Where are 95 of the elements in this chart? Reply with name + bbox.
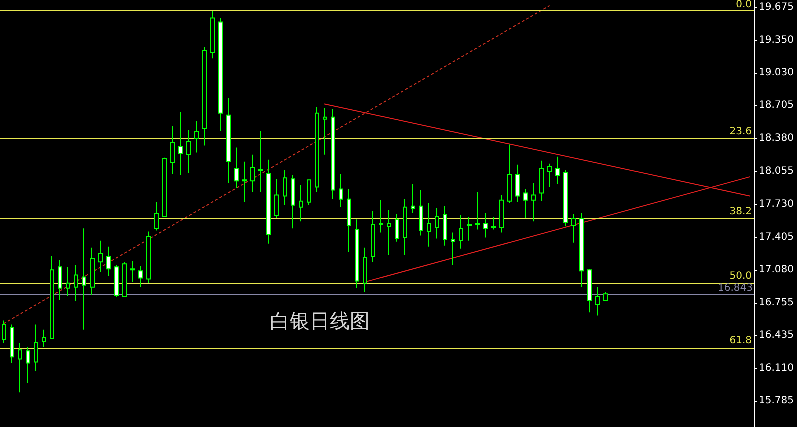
y-tick-label: 17.405 [759, 232, 794, 243]
candlestick [34, 324, 38, 372]
candlestick [571, 214, 576, 244]
candlestick [138, 266, 143, 288]
candlestick [186, 130, 191, 174]
candlestick [218, 18, 223, 132]
candlestick [395, 214, 399, 242]
candlestick [403, 198, 407, 256]
candlestick [178, 112, 183, 176]
y-tick-label: 16.755 [759, 298, 794, 309]
candlestick [226, 98, 231, 184]
y-tick-label: 15.785 [759, 396, 794, 407]
candlestick [555, 156, 560, 185]
candlestick [42, 329, 46, 348]
candlestick [90, 247, 95, 296]
candlestick [331, 108, 335, 200]
y-tick-label: 17.730 [759, 198, 794, 210]
candlestick [467, 217, 472, 242]
candlestick [210, 10, 215, 60]
candlestick [58, 260, 62, 302]
candlestick [531, 182, 536, 222]
candlestick [539, 160, 544, 202]
candlestick [18, 342, 22, 394]
candlestick [82, 228, 86, 330]
candlestick [499, 194, 504, 234]
candlestick [347, 188, 351, 252]
candlestick [130, 260, 135, 283]
candlestick [507, 144, 512, 204]
y-tick-label: 17.080 [759, 264, 794, 276]
candlestick [274, 178, 279, 220]
y-tick-label: 19.030 [759, 67, 794, 78]
candlestick [579, 213, 584, 288]
candlestick [10, 324, 14, 364]
candlestick [387, 210, 391, 256]
candlestick [194, 120, 199, 154]
candlestick [266, 159, 271, 244]
y-tick-label: 18.380 [759, 133, 794, 144]
candlestick [379, 200, 383, 234]
annotation: 0.0 [736, 0, 752, 10]
candlestick [234, 147, 239, 189]
candlestick [483, 213, 488, 238]
candlestick [547, 163, 552, 188]
candlestick [250, 154, 255, 193]
y-tick-label: 19.675 [759, 2, 794, 14]
y-tick-label: 16.435 [759, 330, 794, 341]
candlestick [475, 192, 480, 230]
candlestick [363, 247, 367, 293]
candlestick [411, 184, 415, 214]
candlestick [307, 180, 311, 206]
candlestick [339, 174, 343, 208]
candlestick [451, 232, 455, 266]
candlestick [114, 264, 119, 298]
y-tick-label: 18.055 [759, 166, 794, 178]
candlestick [435, 208, 439, 240]
candlestick [154, 202, 159, 232]
candlestick [146, 231, 151, 284]
candlestick [315, 106, 319, 193]
candlestick [563, 169, 568, 228]
candlestick [491, 217, 496, 230]
candlestick [66, 266, 70, 297]
candlestick [162, 157, 167, 218]
candlestick [26, 346, 30, 384]
candlestick [371, 210, 375, 263]
candlestick [291, 174, 295, 230]
y-tick-label: 16.110 [759, 362, 794, 374]
candlestick [443, 206, 447, 246]
candlestick [587, 268, 592, 314]
y-tick-label: 18.705 [759, 100, 794, 112]
candlestick [427, 202, 431, 248]
candlestick [299, 184, 303, 222]
candlestick [459, 215, 463, 250]
candlestick [515, 164, 520, 203]
candlestick [355, 219, 359, 289]
candlestick [595, 286, 600, 316]
candlestick [50, 256, 54, 340]
candlestick [106, 246, 111, 277]
candlestick [283, 169, 287, 206]
candlestick [98, 240, 103, 273]
candlestick [122, 262, 127, 298]
candlestick [74, 264, 78, 302]
text: 白银日线图 [270, 309, 370, 333]
ref-line-label: 16.843 [718, 282, 753, 294]
y-tick-label: 19.350 [759, 34, 794, 46]
annotation: 61.8 [730, 336, 752, 347]
annotation: 38.2 [730, 206, 752, 218]
candlestick [242, 161, 247, 203]
candlestick [419, 190, 423, 236]
candlestick [258, 131, 263, 193]
candlestick [202, 47, 207, 146]
candlestick [523, 188, 528, 220]
annotation: 23.6 [730, 126, 752, 138]
candlestick [170, 126, 175, 175]
candlestick [603, 292, 608, 302]
candlestick [323, 108, 327, 156]
annotation: 50.0 [730, 271, 752, 282]
